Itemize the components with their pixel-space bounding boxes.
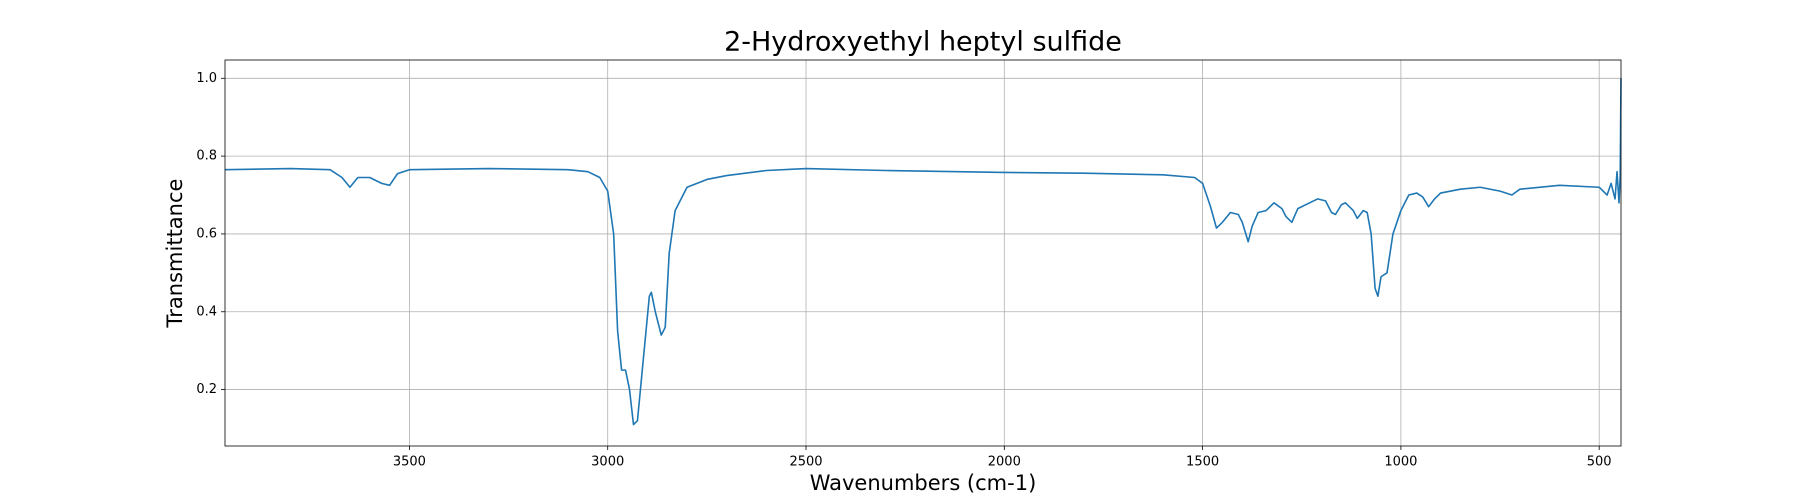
x-tick-label: 1500 [1186, 455, 1219, 470]
x-tick-label: 2000 [988, 455, 1021, 470]
y-tick-label: 1.0 [196, 71, 217, 86]
x-tick-label: 2500 [789, 455, 822, 470]
x-tick-label: 1000 [1384, 455, 1417, 470]
plot-frame [224, 59, 1622, 447]
x-tick-label: 3500 [393, 455, 426, 470]
chart-title: 2-Hydroxyethyl heptyl sulfide [724, 27, 1122, 58]
x-axis-label: Wavenumbers (cm-1) [810, 471, 1037, 495]
y-tick-label: 0.8 [196, 149, 217, 164]
x-tick-label: 3000 [591, 455, 624, 470]
spectrum-line [224, 78, 1622, 426]
y-axis-label: Transmittance [163, 179, 187, 329]
y-tick-label: 0.6 [196, 226, 217, 241]
x-tick-label: 500 [1587, 455, 1612, 470]
y-tick-label: 0.2 [196, 382, 217, 397]
y-tick-label: 0.4 [196, 304, 217, 319]
